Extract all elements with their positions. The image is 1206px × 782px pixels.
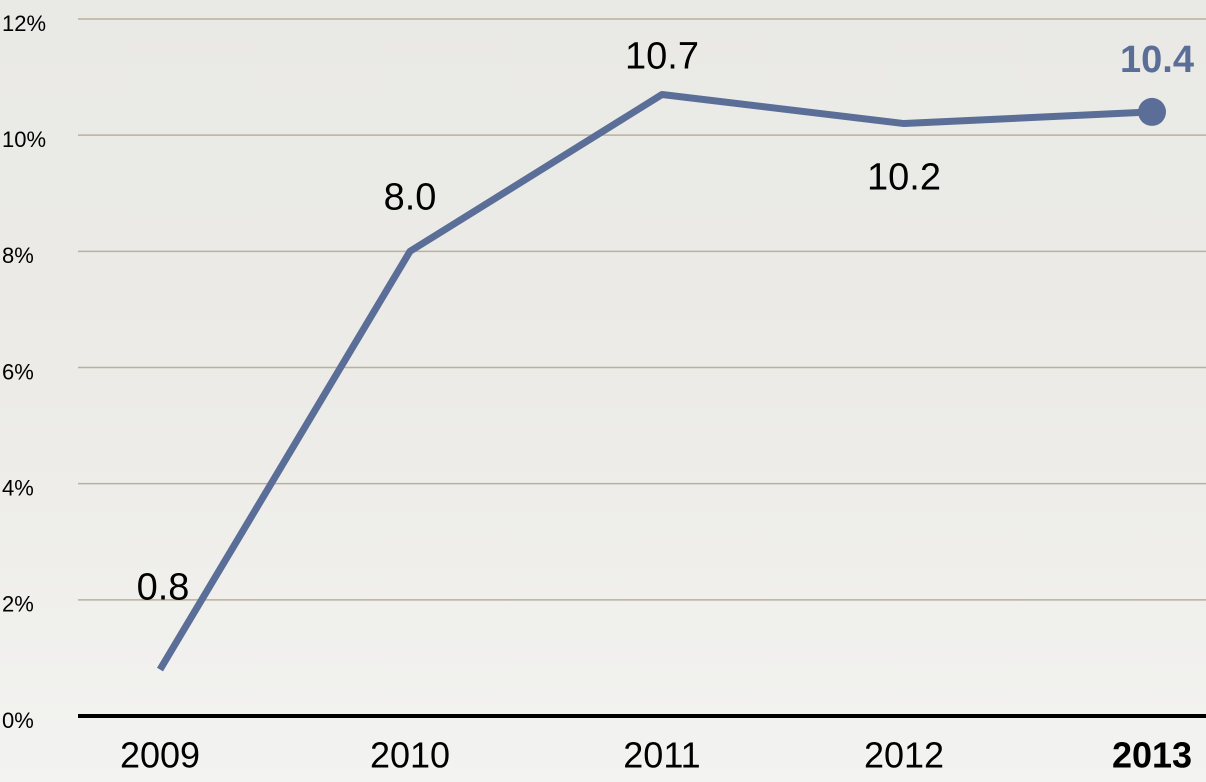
value-label: 8.0	[384, 176, 437, 218]
y-tick-label: 10%	[2, 127, 46, 152]
x-tick-label: 2013	[1112, 735, 1192, 776]
y-tick-label: 6%	[2, 359, 34, 384]
y-tick-label: 4%	[2, 475, 34, 500]
value-label: 0.8	[137, 567, 190, 609]
x-tick-label: 2012	[864, 735, 944, 776]
y-tick-label: 12%	[2, 11, 46, 36]
end-marker	[1138, 97, 1166, 126]
value-label: 10.2	[867, 157, 941, 199]
line	[156, 91, 1153, 672]
value-label: 10.7	[625, 36, 699, 78]
x-tick-label: 2011	[623, 735, 700, 776]
y-tick-label: 2%	[2, 592, 34, 617]
value-label: 10.4	[1120, 39, 1194, 81]
x-tick-label: 2010	[370, 735, 450, 776]
y-tick-label: 0%	[2, 708, 34, 733]
y-tick-label: 8%	[2, 243, 34, 268]
x-tick-label: 2009	[120, 735, 200, 776]
